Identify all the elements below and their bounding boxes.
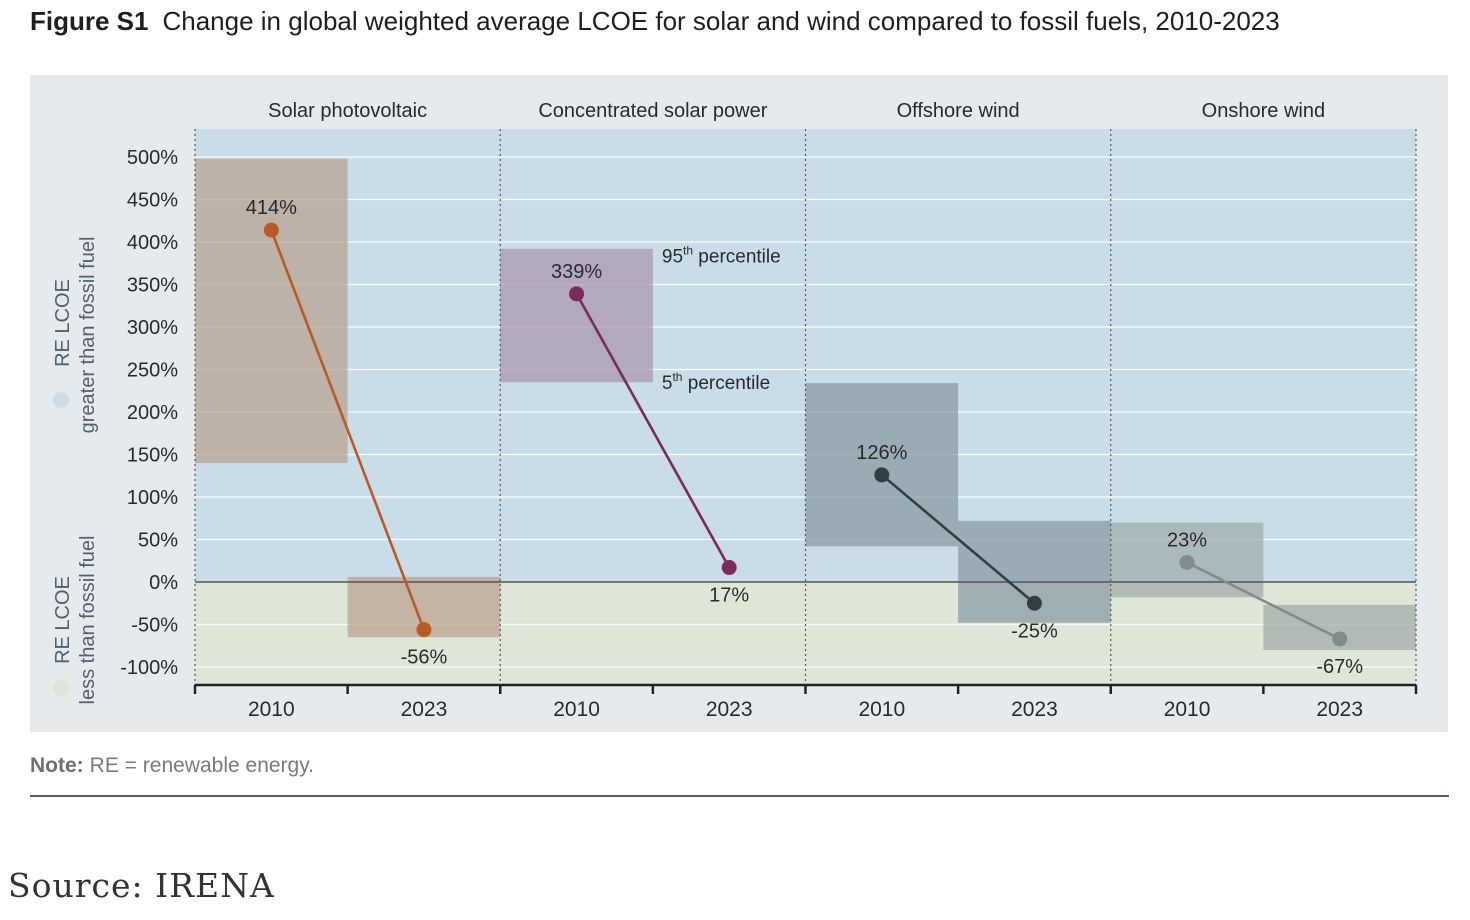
data-point <box>569 286 585 302</box>
panel-title: Concentrated solar power <box>538 100 767 122</box>
y-tick-label: 500% <box>127 147 178 169</box>
note: Note: RE = renewable energy. <box>30 754 314 778</box>
data-label: 339% <box>551 261 602 283</box>
chart-container: Solar photovoltaic Concentrated solar pow… <box>30 75 1448 732</box>
note-text: RE = renewable energy. <box>89 754 314 777</box>
p95-annotation: 95th percentile <box>662 243 781 267</box>
x-tick-label: 2010 <box>858 698 905 721</box>
note-label: Note: <box>30 754 84 777</box>
data-label: -67% <box>1316 656 1363 678</box>
y-tick-label: -100% <box>120 657 178 679</box>
y-tick-label: 200% <box>127 402 178 424</box>
figure-label: Figure S1 <box>30 6 149 36</box>
data-label: 17% <box>709 585 749 607</box>
legend-swatch-less <box>53 680 69 696</box>
data-point <box>874 467 890 483</box>
data-point <box>1332 631 1348 647</box>
panel-title: Offshore wind <box>897 100 1020 122</box>
p5-annotation: 5th percentile <box>662 370 770 394</box>
data-point <box>721 560 737 576</box>
data-point <box>263 222 279 238</box>
y-tick-label: 300% <box>127 317 178 339</box>
percentile-band <box>500 248 653 383</box>
figure-title-text: Change in global weighted average LCOE f… <box>162 6 1280 36</box>
y-tick-label: 350% <box>127 275 178 297</box>
y-tick-label: 250% <box>127 360 178 382</box>
panel-title: Solar photovoltaic <box>268 100 427 122</box>
y-tick-label: 150% <box>127 445 178 467</box>
panel-title: Onshore wind <box>1202 100 1325 122</box>
legend-swatch-greater <box>53 392 69 408</box>
x-tick-label: 2023 <box>401 698 448 721</box>
data-label: -25% <box>1011 620 1058 642</box>
series-line <box>880 473 1036 605</box>
data-label: 23% <box>1167 529 1207 551</box>
data-label: -56% <box>401 647 448 669</box>
data-point <box>1179 554 1195 570</box>
x-tick-label: 2010 <box>553 698 600 721</box>
y-tick-label: 400% <box>127 232 178 254</box>
x-tick-label: 2023 <box>1316 698 1363 721</box>
x-tick-label: 2023 <box>706 698 753 721</box>
data-label: 126% <box>856 442 907 464</box>
x-tick-label: 2010 <box>1164 698 1211 721</box>
y-tick-label: 0% <box>149 572 178 594</box>
data-label: 414% <box>246 197 297 219</box>
data-point <box>416 622 432 638</box>
percentile-band <box>805 383 959 547</box>
y-tick-label: 50% <box>138 530 178 552</box>
divider-line <box>30 795 1449 797</box>
legend-greater-line1: RE LCOE <box>52 279 74 367</box>
legend-less-line2: less than fossil fuel <box>77 536 99 705</box>
y-tick-label: -50% <box>131 615 178 637</box>
lcoe-chart: Solar photovoltaic Concentrated solar pow… <box>52 100 1418 721</box>
x-tick-label: 2010 <box>248 698 295 721</box>
percentile-band <box>195 158 348 463</box>
series-line <box>270 229 426 631</box>
x-tick-label: 2023 <box>1011 698 1058 721</box>
source-text: Source: IRENA <box>8 866 275 905</box>
y-tick-label: 450% <box>127 190 178 212</box>
y-tick-label: 100% <box>127 487 178 509</box>
series-line <box>1186 561 1341 641</box>
legend-less-line1: RE LCOE <box>52 576 74 664</box>
series-line <box>575 293 731 569</box>
figure-title: Figure S1 Change in global weighted avera… <box>30 6 1280 37</box>
data-point <box>1026 595 1042 611</box>
legend-greater-line2: greater than fossil fuel <box>77 237 99 434</box>
